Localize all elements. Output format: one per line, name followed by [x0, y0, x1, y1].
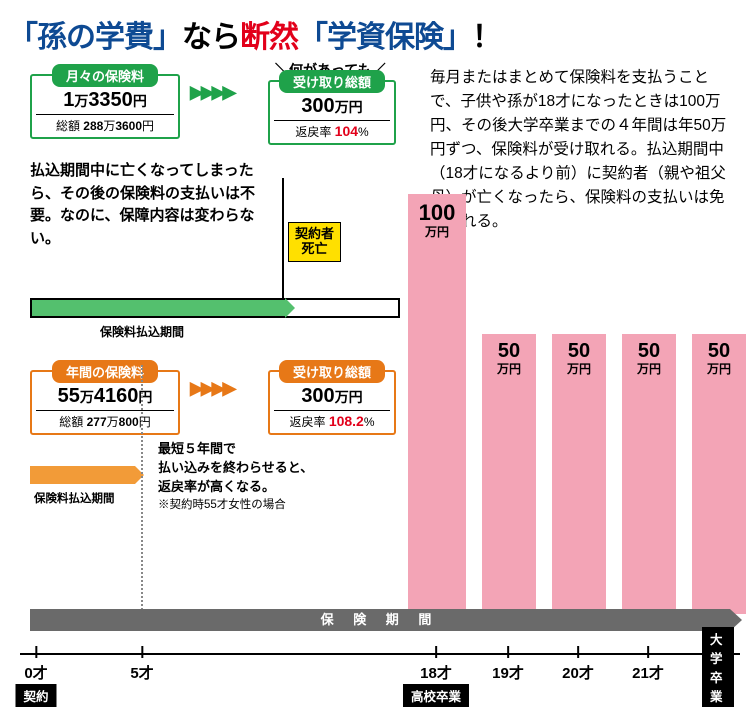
- payout-bar-100: 100万円: [408, 194, 466, 614]
- receive1-rate: 返戻率 104%: [274, 120, 390, 140]
- age-axis: [20, 653, 740, 655]
- note-2: 最短５年間で払い込みを終わらせると、返戻率が高くなる。 ※契約時55才女性の場合: [158, 440, 376, 513]
- payout-bar-50-1: 50万円: [482, 334, 536, 614]
- axis-tag: 高校卒業: [403, 684, 469, 707]
- yearly-total: 総額 277万800円: [36, 410, 174, 430]
- axis-tick: 18才: [420, 662, 452, 683]
- yearly-premium-box: 年間の保険料 55万4160円 総額 277万800円: [30, 370, 180, 435]
- title-p1: 「孫の学費」: [8, 21, 182, 54]
- payment-period-bar-orange: [30, 466, 135, 484]
- axis-tag: 大学卒業: [702, 627, 734, 707]
- monthly-amount: 1万3350円: [32, 89, 178, 112]
- monthly-premium-box: 月々の保険料 1万3350円 総額 288万3600円: [30, 74, 180, 139]
- receive1-head: 受け取り総額: [279, 70, 385, 93]
- monthly-total: 総額 288万3600円: [36, 114, 174, 134]
- yearly-amount: 55万4160円: [32, 385, 178, 408]
- payout-bar-50-4: 50万円: [692, 334, 746, 614]
- death-marker-line: [282, 178, 284, 306]
- title-p2: なら: [182, 21, 240, 54]
- monthly-head: 月々の保険料: [52, 64, 158, 87]
- title-p5: ！: [472, 21, 501, 54]
- five-year-dotted: [141, 365, 143, 630]
- insurance-period-bar: 保 険 期 間: [30, 609, 730, 631]
- receive2-head: 受け取り総額: [279, 360, 385, 383]
- payout-bar-50-2: 50万円: [552, 334, 606, 614]
- note-1: 払込期間中に亡くなってしまったら、その後の保険料の支払いは不要。なのに、保障内容…: [30, 160, 270, 250]
- arrow-green: ▶▶▶▶: [190, 82, 233, 103]
- death-marker: 契約者 死亡: [288, 222, 341, 262]
- receive-total-box-2: 受け取り総額 300万円 返戻率 108.2%: [268, 370, 396, 435]
- axis-tick: 0才: [24, 662, 47, 683]
- title-p4: 「学資保険」: [298, 21, 472, 54]
- payout-bar-50-3: 50万円: [622, 334, 676, 614]
- axis-tag: 契約: [15, 684, 56, 707]
- explanation-paragraph: 毎月またはまとめて保険料を支払うことで、子供や孫が18才になったときは100万円…: [430, 66, 738, 234]
- receive1-amount: 300万円: [270, 95, 394, 118]
- receive-total-box-1: 受け取り総額 300万円 返戻率 104%: [268, 80, 396, 145]
- arrow-orange: ▶▶▶▶: [190, 378, 233, 399]
- axis-tick: 19才: [492, 662, 524, 683]
- receive2-rate: 返戻率 108.2%: [274, 410, 390, 430]
- axis-tick: 21才: [632, 662, 664, 683]
- title-p3: 断然: [240, 21, 298, 54]
- payment-period-label-1: 保険料払込期間: [100, 323, 184, 340]
- axis-tick: 5才: [130, 662, 153, 683]
- payment-period-bar-green: [30, 298, 400, 318]
- axis-tick: 20才: [562, 662, 594, 683]
- page-title: 「孫の学費」なら断然「学資保険」！: [0, 0, 750, 62]
- receive2-amount: 300万円: [270, 385, 394, 408]
- payment-period-label-2: 保険料払込期間: [34, 490, 115, 506]
